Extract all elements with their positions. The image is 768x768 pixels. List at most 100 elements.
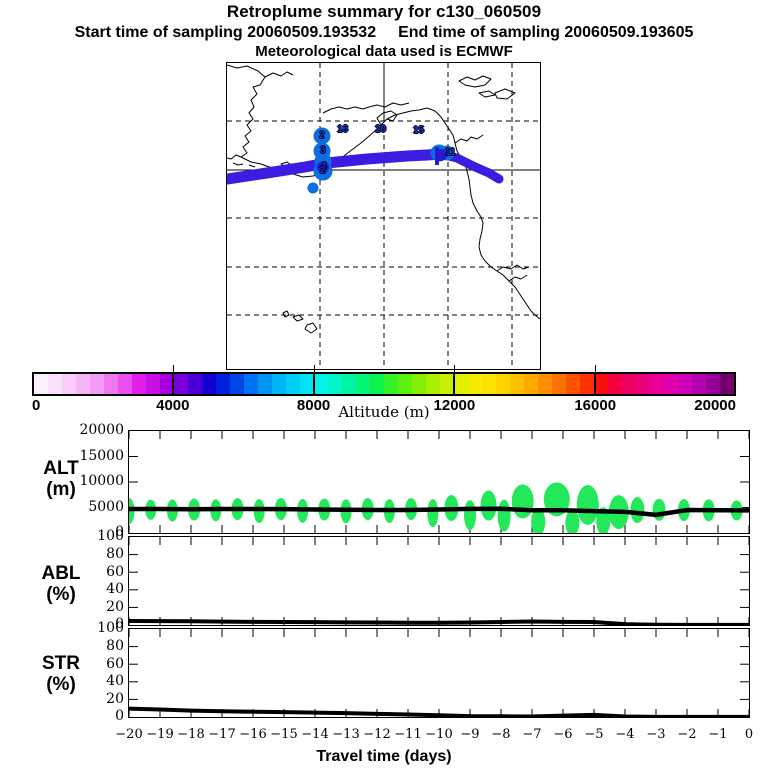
colorbar-segment [216, 374, 230, 394]
colorbar-segment [370, 374, 384, 394]
colorbar-segment [132, 374, 146, 394]
colorbar-segment [258, 374, 272, 394]
x-tick-label: −16 [239, 727, 267, 742]
y-tick-label: 20 [106, 690, 124, 707]
alt-panel[interactable] [128, 430, 750, 534]
colorbar-segment [90, 374, 104, 394]
start-time-label: Start time of sampling 20060509.193532 [74, 24, 377, 41]
x-tick-label: −6 [553, 727, 573, 742]
x-tick-label: −8 [491, 727, 511, 742]
colorbar-segment [342, 374, 356, 394]
colorbar: 0 4000 8000 12000 16000 20000 [32, 365, 736, 414]
colorbar-segment [118, 374, 132, 394]
x-tick-label: −19 [146, 727, 174, 742]
colorbar-tick [313, 365, 315, 372]
x-tick-label: −3 [646, 727, 666, 742]
colorbar-segment [146, 374, 160, 394]
colorbar-segment [272, 374, 286, 394]
x-tick-label: 0 [744, 727, 754, 742]
y-tick-label: 60 [106, 655, 124, 672]
colorbar-segment [62, 374, 76, 394]
map-panel[interactable]: 18 20 15 11 2 3 4 2 [226, 62, 541, 370]
colorbar-segment [48, 374, 62, 394]
y-tick-label: 100 [97, 528, 124, 545]
colorbar-segment [384, 374, 398, 394]
colorbar-title: Altitude (m) [338, 403, 430, 421]
title-block: Retroplume summary for c130_060509 Start… [0, 2, 768, 61]
colorbar-tick-label: 8000 [296, 397, 331, 414]
page-title: Retroplume summary for c130_060509 [226, 2, 542, 21]
map-day-label: 4 [321, 161, 327, 172]
map-day-label: 11 [445, 147, 456, 158]
colorbar-segment [706, 374, 720, 394]
colorbar-segment [244, 374, 258, 394]
colorbar-segment [300, 374, 314, 394]
str-units-label: (%) [46, 674, 76, 695]
map-day-label: 20 [375, 124, 387, 135]
colorbar-segment [76, 374, 90, 394]
y-tick-label: 80 [106, 637, 124, 654]
str-plot [129, 629, 749, 717]
colorbar-segment [398, 374, 412, 394]
y-tick-label: 80 [106, 545, 124, 562]
colorbar-divider [453, 372, 456, 396]
colorbar-tick-label: 0 [32, 397, 41, 414]
x-tick-label: −2 [677, 727, 697, 742]
y-tick-label: 60 [106, 563, 124, 580]
colorbar-segment [160, 374, 174, 394]
colorbar-tick [172, 365, 174, 372]
y-tick-label: 20 [106, 598, 124, 615]
colorbar-segment [720, 374, 734, 394]
colorbar-segment [566, 374, 580, 394]
abl-row-title: ABL (%) [8, 563, 114, 605]
colorbar-segment [328, 374, 342, 394]
y-tick-label: 40 [106, 581, 124, 598]
abl-panel[interactable] [128, 536, 750, 626]
y-tick-label: 40 [106, 673, 124, 690]
colorbar-segment [538, 374, 552, 394]
x-tick-label: −12 [363, 727, 391, 742]
str-panel[interactable] [128, 628, 750, 718]
alt-row-title: ALT (m) [8, 458, 114, 500]
x-tick-label: −7 [522, 727, 542, 742]
colorbar-gradient [32, 372, 736, 396]
colorbar-segment [692, 374, 706, 394]
y-tick-label: 0 [115, 616, 124, 633]
map-day-label: 2 [319, 130, 325, 141]
colorbar-segment [356, 374, 370, 394]
colorbar-divider [594, 372, 597, 396]
colorbar-segment [664, 374, 678, 394]
colorbar-segment [496, 374, 510, 394]
colorbar-segment [230, 374, 244, 394]
x-tick-label: −18 [177, 727, 205, 742]
colorbar-segment [202, 374, 216, 394]
colorbar-segment [622, 374, 636, 394]
y-tick-label: 100 [97, 620, 124, 637]
x-tick-label: −11 [394, 727, 422, 742]
y-tick-label: 0 [115, 524, 124, 541]
map-day-label: 18 [337, 124, 349, 135]
colorbar-divider [171, 372, 174, 396]
colorbar-segment [426, 374, 440, 394]
colorbar-segment [636, 374, 650, 394]
colorbar-tick [454, 365, 456, 372]
colorbar-segment [552, 374, 566, 394]
colorbar-segment [34, 374, 48, 394]
colorbar-segment [412, 374, 426, 394]
colorbar-segment [454, 374, 468, 394]
map-day-label: 15 [413, 125, 425, 136]
x-tick-label: −15 [270, 727, 298, 742]
x-tick-label: −5 [584, 727, 604, 742]
colorbar-segment [286, 374, 300, 394]
y-tick-label: 5000 [88, 498, 124, 515]
str-row-title: STR (%) [8, 653, 114, 695]
y-tick-label: 20000 [79, 422, 124, 439]
colorbar-segment [188, 374, 202, 394]
x-tick-label: −13 [332, 727, 360, 742]
colorbar-segment [678, 374, 692, 394]
colorbar-segment [594, 374, 608, 394]
alt-label: ALT [43, 458, 79, 479]
colorbar-segment [510, 374, 524, 394]
colorbar-divider [312, 372, 315, 396]
end-time-label: End time of sampling 20060509.193605 [398, 24, 694, 41]
